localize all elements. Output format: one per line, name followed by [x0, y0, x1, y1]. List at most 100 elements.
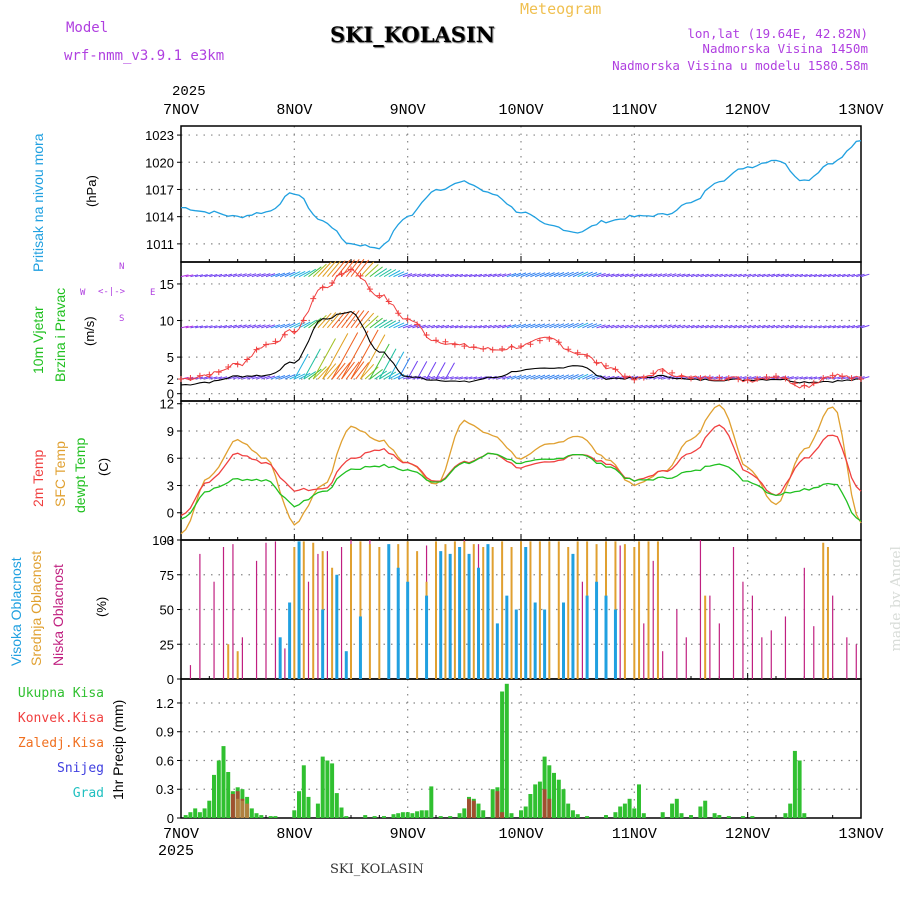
wind-barb-1-121 [752, 324, 761, 329]
wind-barb-0-75 [534, 374, 546, 380]
wind-barb-1-67 [497, 324, 507, 329]
gust-marker-70 [508, 344, 515, 351]
precip-bar-0-43 [448, 816, 453, 818]
precip-bar-0-36 [405, 812, 410, 818]
gust-marker-86 [584, 353, 591, 360]
gust-marker-42 [376, 292, 383, 299]
wind-barb-0-61 [468, 376, 478, 380]
precip-bar-1-8 [547, 798, 552, 818]
wind-barb-2-89 [601, 273, 611, 278]
ytick-label-0-4: 1023 [145, 128, 174, 143]
wind-barb-0-129 [790, 376, 799, 380]
wind-vector-38 [360, 334, 386, 380]
wind-barb-1-138 [832, 325, 841, 329]
precip-bar-0-59 [537, 781, 542, 818]
wind-barb-2-7 [213, 273, 223, 278]
gust-marker-12 [234, 361, 241, 368]
wind-barb-1-78 [549, 323, 560, 329]
wind-barb-2-97 [638, 273, 648, 278]
wind-barb-2-58 [454, 273, 464, 278]
wind-barb-2-115 [723, 273, 733, 278]
ytick-label-3-3: 75 [160, 568, 174, 583]
precip-bar-0-83 [703, 800, 708, 818]
gust-marker-62 [470, 344, 477, 351]
wind-barb-2-38 [360, 261, 375, 277]
gust-marker-66 [489, 346, 496, 353]
precip-bar-0-31 [372, 816, 377, 818]
station-title: SKI_KOLASIN [330, 22, 495, 47]
precip-bar-0-70 [613, 812, 618, 818]
wind-barb-2-142 [851, 273, 860, 278]
wind-barb-0-69 [506, 375, 517, 380]
wind-barb-2-5 [204, 274, 213, 278]
precip-bar-1-0 [230, 794, 235, 818]
wind-barb-1-73 [525, 323, 536, 329]
precip-bar-0-61 [547, 765, 552, 818]
wind-barb-1-122 [756, 324, 766, 329]
wind-barb-1-40 [369, 317, 383, 329]
wind-barb-1-135 [818, 325, 827, 329]
wind-barb-1-48 [407, 324, 417, 329]
precip-bar-0-88 [750, 816, 755, 818]
ytick-label-4-4: 1.2 [156, 696, 174, 711]
precip-bar-0-22 [306, 796, 311, 818]
ytick-label-1-3: 10 [160, 314, 174, 329]
wind-barb-0-80 [558, 374, 570, 380]
gust-marker-98 [640, 374, 647, 381]
wind-barb-1-53 [431, 324, 440, 329]
wind-barb-1-42 [379, 319, 392, 329]
ytick-label-1-4: 15 [160, 277, 174, 292]
ytick-label-2-0: -3 [162, 533, 174, 548]
gust-marker-56 [442, 338, 449, 345]
wind-barb-1-5 [204, 325, 213, 329]
gust-marker-72 [518, 343, 524, 350]
precip-bar-0-68 [585, 816, 590, 818]
wind-vector-40 [369, 343, 390, 380]
compass-north: N [119, 262, 125, 272]
wind-vector-28 [312, 338, 336, 380]
precip-bar-0-28 [339, 807, 344, 818]
gust-marker-94 [621, 373, 628, 380]
wind-barb-0-121 [752, 376, 761, 380]
precip-bar-0-5 [207, 800, 212, 818]
wind-barb-0-14 [246, 375, 257, 380]
wind-barb-2-87 [591, 272, 602, 278]
precip-bar-0-29 [344, 816, 349, 818]
precip-bar-0-62 [552, 772, 556, 818]
xtick-bottom-3: 10NOV [498, 826, 543, 843]
wind-barb-0-131 [799, 376, 808, 380]
model-value: wrf-nmm_v3.9.1 e3km [64, 48, 225, 64]
precip-bar-0-41 [429, 786, 434, 818]
precip-bar-0-57 [528, 794, 533, 818]
gust-marker-32 [329, 280, 336, 287]
wind-barb-2-28 [312, 263, 327, 277]
wind-barb-2-94 [624, 273, 634, 278]
gust-marker-102 [659, 368, 666, 375]
legend-snow: Snijeg [57, 761, 104, 776]
wind-barb-1-50 [416, 324, 426, 329]
wind-barb-1-134 [813, 325, 822, 329]
wind-barb-0-73 [525, 374, 536, 380]
ytick-label-2-2: 3 [167, 478, 174, 493]
wind-barb-1-102 [662, 324, 672, 329]
wind-barb-1-81 [563, 323, 574, 329]
wind-barb-2-19 [270, 273, 281, 278]
wind-barb-2-129 [790, 273, 799, 278]
wind-barb-2-68 [501, 273, 512, 278]
ytick-label-4-1: 0.3 [156, 782, 174, 797]
legend-total-precip: Ukupna Kisa [17, 686, 104, 701]
wind-barb-0-138 [832, 376, 841, 380]
gust-marker-28 [310, 295, 317, 302]
wind-barb-1-37 [355, 310, 370, 329]
wind-barb-0-22 [284, 373, 296, 380]
wind-barb-2-116 [728, 273, 738, 278]
precip-bar-0-79 [674, 798, 679, 818]
wind-barb-0-102 [662, 375, 672, 380]
xtick-bottom-2: 9NOV [390, 826, 426, 843]
wind-vector-52 [426, 361, 437, 380]
gust-marker-138 [829, 372, 836, 379]
precip-bar-2-0 [235, 798, 240, 818]
compass-east: E [150, 288, 156, 298]
wind-barb-0-33 [336, 362, 351, 380]
wind-barb-0-62 [473, 376, 483, 380]
